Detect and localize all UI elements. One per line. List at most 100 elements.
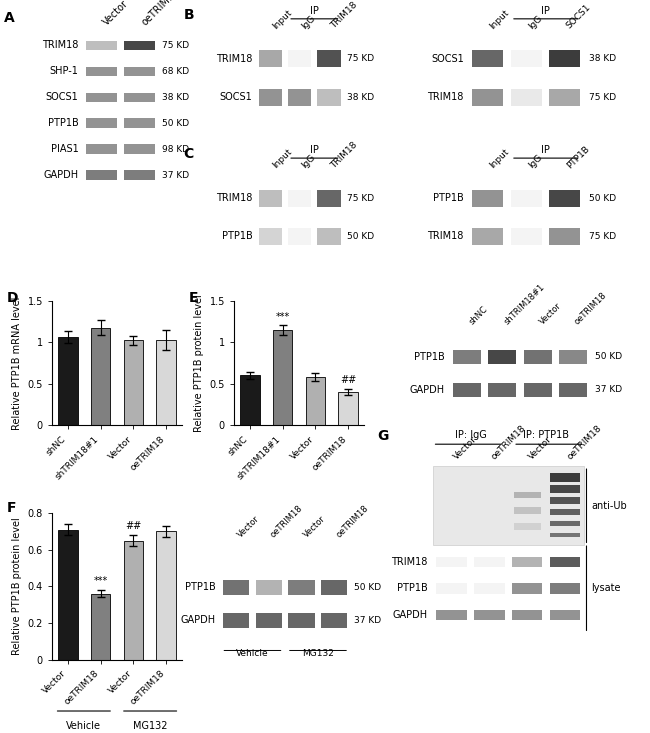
Bar: [473, 228, 503, 245]
Text: oeTRIM18: oeTRIM18: [140, 0, 181, 28]
Text: oeTRIM18: oeTRIM18: [565, 424, 603, 462]
Bar: [124, 119, 155, 128]
Text: anti-Ub: anti-Ub: [592, 501, 627, 511]
Bar: [255, 580, 282, 594]
Text: ***: ***: [276, 312, 290, 322]
Bar: [317, 89, 341, 106]
Text: C: C: [183, 147, 194, 161]
Text: 50 KD: 50 KD: [354, 583, 382, 592]
Text: IP: IgG: IP: IgG: [454, 430, 486, 440]
Text: GAPDH: GAPDH: [44, 171, 79, 180]
Text: TRIM18: TRIM18: [216, 54, 252, 64]
Text: TRIM18: TRIM18: [42, 40, 79, 51]
Text: lysate: lysate: [592, 583, 621, 593]
Bar: [549, 190, 580, 207]
Bar: [91, 594, 111, 660]
Bar: [86, 92, 116, 103]
Text: TRIM18: TRIM18: [428, 232, 464, 241]
Text: 37 KD: 37 KD: [162, 171, 189, 180]
Text: SOCS1: SOCS1: [565, 3, 593, 31]
Text: IP: PTP1B: IP: PTP1B: [523, 430, 569, 440]
Bar: [124, 340, 143, 425]
Text: F: F: [6, 501, 16, 515]
Bar: [453, 350, 482, 364]
Bar: [339, 392, 358, 425]
Bar: [317, 51, 341, 67]
Bar: [558, 350, 587, 364]
Text: PTP1B: PTP1B: [565, 144, 591, 170]
Text: TRIM18: TRIM18: [428, 92, 464, 102]
Bar: [474, 610, 504, 620]
Text: 38 KD: 38 KD: [589, 54, 616, 63]
Text: IP: IP: [541, 6, 550, 16]
Bar: [124, 67, 155, 76]
Bar: [511, 228, 541, 245]
Text: B: B: [183, 8, 194, 22]
Text: PTP1B: PTP1B: [397, 583, 428, 594]
Bar: [259, 190, 282, 207]
Text: GAPDH: GAPDH: [181, 615, 216, 625]
Text: 37 KD: 37 KD: [354, 616, 382, 625]
Text: Vector: Vector: [101, 0, 130, 28]
Text: IP: IP: [541, 145, 550, 155]
Text: PIAS1: PIAS1: [51, 144, 79, 155]
Bar: [58, 337, 77, 425]
Bar: [550, 497, 580, 504]
Bar: [511, 51, 541, 67]
Text: MG132: MG132: [133, 721, 168, 732]
Bar: [259, 51, 282, 67]
Text: ***: ***: [94, 575, 108, 586]
Bar: [289, 580, 315, 594]
Bar: [288, 89, 311, 106]
Bar: [512, 557, 542, 567]
Text: Vector: Vector: [538, 301, 563, 326]
Text: 68 KD: 68 KD: [162, 67, 189, 76]
Text: SOCS1: SOCS1: [220, 92, 252, 102]
Text: Input: Input: [270, 8, 294, 31]
Bar: [288, 51, 311, 67]
Text: 50 KD: 50 KD: [595, 353, 623, 361]
Bar: [157, 340, 176, 425]
Bar: [124, 92, 155, 103]
Bar: [86, 67, 116, 76]
Text: Vector: Vector: [527, 435, 554, 462]
Bar: [473, 89, 503, 106]
Text: oeTRIM18: oeTRIM18: [269, 504, 305, 539]
Text: Vehicle: Vehicle: [66, 721, 101, 732]
Bar: [86, 171, 116, 180]
Bar: [488, 350, 517, 364]
Text: 50 KD: 50 KD: [347, 232, 374, 241]
Text: Vector: Vector: [302, 514, 327, 539]
Bar: [317, 228, 341, 245]
Bar: [86, 144, 116, 155]
Bar: [550, 557, 580, 567]
Text: Vector: Vector: [452, 435, 478, 462]
Text: PTP1B: PTP1B: [433, 194, 464, 203]
Text: TRIM18: TRIM18: [329, 140, 359, 170]
Text: PTP1B: PTP1B: [185, 582, 216, 592]
Text: shNC: shNC: [467, 304, 489, 326]
Bar: [289, 613, 315, 627]
Bar: [255, 613, 282, 627]
Bar: [321, 580, 348, 594]
Bar: [86, 40, 116, 51]
Text: Vehicle: Vehicle: [236, 649, 268, 658]
Text: 38 KD: 38 KD: [162, 93, 189, 102]
Bar: [86, 119, 116, 128]
Bar: [488, 383, 517, 397]
Bar: [124, 40, 155, 51]
Bar: [453, 383, 482, 397]
Bar: [436, 610, 467, 620]
Text: G: G: [377, 429, 389, 443]
Text: PTP1B: PTP1B: [222, 232, 252, 241]
Bar: [550, 509, 580, 515]
Bar: [512, 583, 542, 594]
Text: Vector: Vector: [236, 514, 261, 539]
Text: PTP1B: PTP1B: [414, 352, 445, 362]
Text: IP: IP: [310, 6, 318, 16]
Bar: [436, 583, 467, 594]
Text: IgG: IgG: [526, 152, 543, 170]
Text: IgG: IgG: [300, 13, 317, 31]
Bar: [288, 190, 311, 207]
Text: Input: Input: [488, 8, 511, 31]
